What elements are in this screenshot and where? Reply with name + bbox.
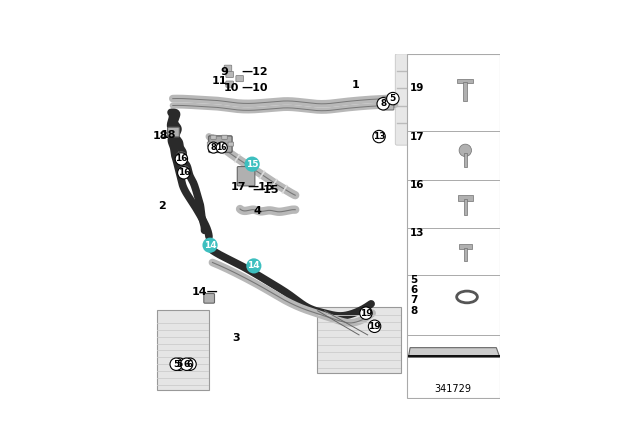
- Text: 17: 17: [410, 132, 425, 142]
- Text: 8: 8: [380, 99, 387, 108]
- Text: 14: 14: [204, 241, 216, 250]
- FancyBboxPatch shape: [207, 142, 212, 146]
- FancyBboxPatch shape: [458, 195, 472, 201]
- Text: 8: 8: [211, 143, 216, 152]
- Text: —12: —12: [241, 67, 268, 77]
- Text: —15: —15: [252, 185, 278, 195]
- Circle shape: [176, 152, 187, 163]
- Circle shape: [170, 358, 182, 370]
- Text: 6: 6: [187, 360, 193, 369]
- Text: 10: 10: [224, 83, 239, 93]
- Text: 16: 16: [175, 155, 188, 164]
- Text: 18: 18: [161, 130, 177, 140]
- FancyBboxPatch shape: [317, 307, 401, 373]
- Circle shape: [175, 153, 188, 165]
- FancyBboxPatch shape: [463, 199, 467, 215]
- Circle shape: [360, 307, 372, 319]
- FancyBboxPatch shape: [221, 135, 227, 139]
- Text: 5: 5: [173, 360, 179, 369]
- FancyBboxPatch shape: [168, 127, 179, 137]
- FancyBboxPatch shape: [463, 248, 467, 262]
- Text: 5: 5: [410, 275, 417, 285]
- Polygon shape: [408, 355, 500, 358]
- FancyBboxPatch shape: [463, 82, 467, 101]
- Text: 16: 16: [216, 143, 227, 152]
- Circle shape: [459, 144, 472, 156]
- Text: 5: 5: [390, 94, 396, 103]
- Text: 17: 17: [230, 181, 246, 192]
- FancyBboxPatch shape: [226, 81, 234, 87]
- Circle shape: [216, 142, 227, 153]
- FancyBboxPatch shape: [406, 55, 500, 398]
- Circle shape: [387, 92, 399, 105]
- Text: 1: 1: [352, 80, 360, 90]
- Text: 5: 5: [177, 360, 183, 369]
- Ellipse shape: [457, 291, 477, 303]
- FancyBboxPatch shape: [459, 244, 472, 249]
- Circle shape: [179, 165, 189, 177]
- FancyBboxPatch shape: [382, 97, 394, 110]
- Text: 7: 7: [410, 295, 417, 306]
- Text: 15: 15: [246, 159, 259, 168]
- Text: —10: —10: [241, 83, 268, 93]
- Text: 16: 16: [410, 180, 424, 190]
- Text: 18: 18: [153, 131, 168, 141]
- Circle shape: [173, 358, 186, 370]
- FancyBboxPatch shape: [211, 135, 216, 139]
- Text: 6: 6: [184, 360, 189, 369]
- Circle shape: [377, 98, 389, 110]
- Text: 8: 8: [410, 306, 417, 316]
- Circle shape: [180, 358, 193, 370]
- Polygon shape: [408, 348, 500, 358]
- Text: 11: 11: [212, 76, 227, 86]
- FancyBboxPatch shape: [396, 54, 408, 145]
- Text: 19: 19: [410, 83, 424, 93]
- Text: 19: 19: [368, 322, 381, 331]
- Text: —15: —15: [247, 181, 273, 192]
- FancyBboxPatch shape: [157, 310, 209, 391]
- Circle shape: [244, 156, 260, 172]
- Circle shape: [184, 358, 196, 370]
- Circle shape: [246, 258, 261, 273]
- FancyBboxPatch shape: [204, 293, 214, 303]
- Circle shape: [202, 237, 218, 253]
- Circle shape: [177, 167, 190, 179]
- FancyBboxPatch shape: [209, 136, 232, 152]
- Text: 3: 3: [233, 333, 241, 343]
- Text: 13: 13: [373, 132, 385, 141]
- FancyBboxPatch shape: [463, 154, 467, 167]
- Circle shape: [373, 130, 385, 143]
- Text: 341729: 341729: [435, 383, 472, 393]
- Text: 14—: 14—: [192, 287, 219, 297]
- Text: 4: 4: [253, 206, 261, 216]
- Text: 6: 6: [410, 285, 417, 295]
- FancyBboxPatch shape: [237, 167, 255, 186]
- Text: 19: 19: [360, 309, 372, 318]
- Circle shape: [369, 320, 381, 332]
- FancyBboxPatch shape: [224, 65, 232, 71]
- Text: 16: 16: [177, 168, 190, 177]
- FancyBboxPatch shape: [228, 142, 234, 146]
- FancyBboxPatch shape: [458, 78, 473, 83]
- Text: 13: 13: [410, 228, 424, 238]
- FancyBboxPatch shape: [226, 71, 234, 78]
- Text: 2: 2: [159, 201, 166, 211]
- Text: 14: 14: [248, 262, 260, 271]
- FancyBboxPatch shape: [236, 76, 243, 82]
- Text: 9: 9: [221, 67, 228, 77]
- Circle shape: [208, 142, 219, 153]
